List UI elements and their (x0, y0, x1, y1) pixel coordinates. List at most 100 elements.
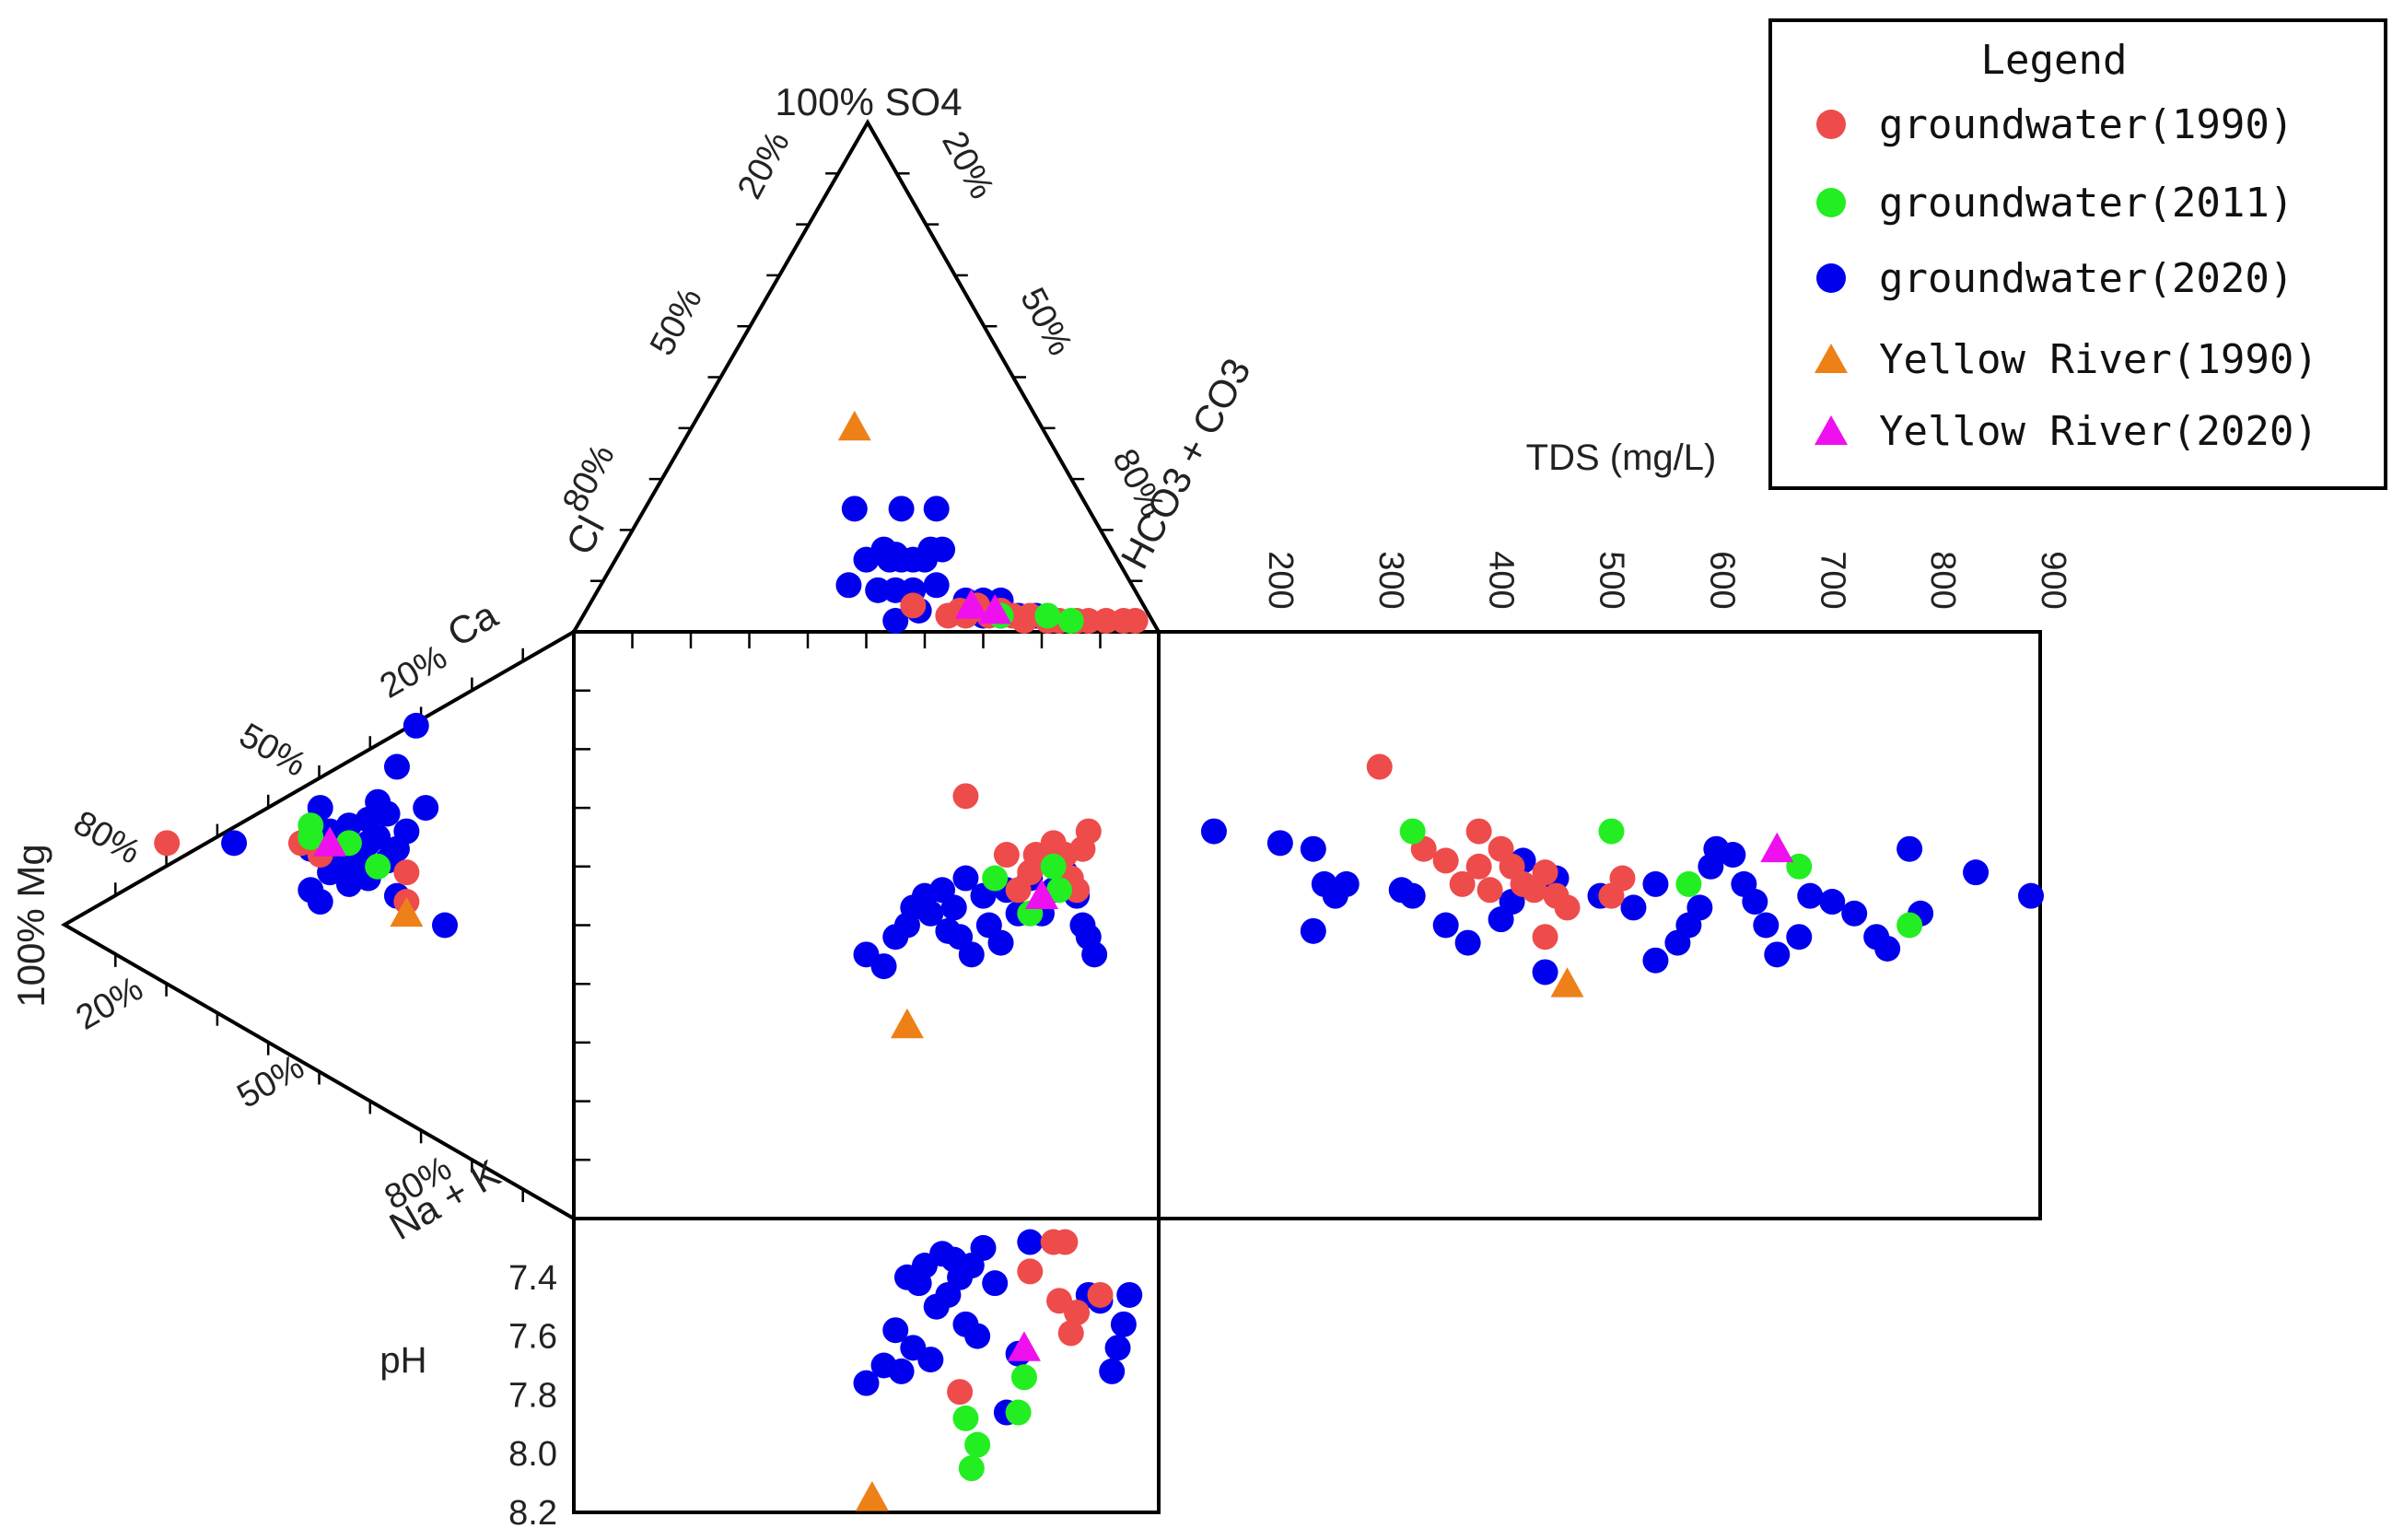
gw2020-marker (1841, 900, 1868, 927)
gw2020-marker (1686, 894, 1713, 921)
gw2020-marker (1454, 929, 1481, 956)
gw2020-marker (970, 1234, 997, 1261)
gw1990-marker (1554, 894, 1581, 921)
gw2011-marker (365, 853, 391, 880)
ph-tick-label: 7.4 (508, 1259, 557, 1298)
legend: Legend groundwater(1990) groundwater(2011)… (1768, 18, 2387, 490)
ph-frame (572, 1217, 1161, 1514)
tds-tick-label: 800 (1923, 551, 1962, 609)
gw2020-marker (958, 941, 985, 968)
gw1990-marker (1609, 865, 1636, 892)
yr2020-marker (1007, 1331, 1041, 1361)
so4-apex-label: 100% SO4 (775, 80, 962, 123)
yr2020-marker (1760, 832, 1794, 863)
gw2020-marker (1532, 959, 1558, 986)
gw2011-marker (964, 1431, 991, 1458)
gw2020-marker (982, 1270, 1009, 1297)
gw2020-marker (413, 795, 439, 822)
yr2020-marker (1025, 879, 1058, 910)
gw2020-marker (1081, 941, 1108, 968)
legend-marker-yr2020 (1815, 415, 1848, 445)
gw2011-marker (1675, 870, 1702, 897)
gw2020-marker (1797, 882, 1824, 909)
gw1990-marker (1476, 877, 1503, 904)
cation-upper-tick-label: 50% (233, 716, 313, 784)
gw2020-marker (383, 753, 410, 780)
gw2020-marker (1896, 835, 1923, 862)
legend-label-yr1990: Yellow River(1990) (1879, 336, 2318, 383)
gw2020-marker (1017, 1229, 1044, 1255)
gw2020-marker (1963, 859, 1990, 886)
gw1990-marker (1122, 608, 1149, 634)
data-points (154, 410, 2044, 1511)
gw2020-marker (1116, 1281, 1143, 1308)
legend-box (1768, 18, 2387, 490)
gw2020-marker (307, 889, 333, 916)
gw2020-marker (432, 912, 458, 939)
gw2020-marker (888, 1358, 915, 1384)
gw2020-marker (221, 830, 248, 857)
gw2020-marker (1786, 924, 1813, 951)
gw2020-marker (403, 712, 429, 739)
gw2020-marker (1874, 935, 1901, 962)
gw2020-marker (1720, 842, 1746, 869)
ph-tick-label: 7.6 (508, 1318, 557, 1357)
yr2020-marker (313, 826, 347, 857)
legend-label-gw2011: groundwater(2011) (1879, 180, 2293, 227)
gw2011-marker (1034, 602, 1061, 629)
gw2011-marker (958, 1455, 985, 1482)
gw2011-marker (1399, 818, 1426, 845)
tds-tick-label: 400 (1482, 551, 1521, 609)
gw2020-marker (923, 496, 950, 522)
anion-left-tick-label: 20% (730, 125, 798, 205)
tick-marks (114, 172, 1143, 1203)
gw1990-marker (1052, 1229, 1079, 1255)
gw2011-marker (982, 865, 1009, 892)
ph-axis-label: pH (379, 1340, 426, 1381)
gw2011-marker (1040, 853, 1067, 880)
gw2020-marker (964, 1323, 991, 1349)
gw2020-marker (1300, 917, 1326, 944)
anion-left-tick-label: 50% (643, 282, 710, 362)
gw2011-marker (1896, 912, 1923, 939)
gw2020-marker (841, 496, 868, 522)
cation-upper-tick-label: 80% (67, 803, 147, 871)
yr1990-marker (1550, 967, 1584, 998)
legend-marker-gw1990 (1816, 110, 1846, 139)
gw1990-marker (1064, 1300, 1091, 1326)
gw1990-marker (154, 830, 181, 857)
gw2020-marker (870, 953, 897, 980)
legend-marker-gw2020 (1816, 263, 1846, 293)
gw2020-marker (1432, 912, 1459, 939)
gw2020-marker (929, 536, 956, 563)
gw2020-marker (940, 894, 967, 921)
gw2020-marker (888, 496, 915, 522)
yr2020-marker (978, 593, 1012, 624)
gw1990-marker (1366, 753, 1393, 780)
anion-right-tick-label: 50% (1012, 282, 1079, 362)
gw1990-marker (1532, 859, 1558, 886)
cation-triangle (60, 628, 576, 1222)
gw2020-marker (1333, 870, 1360, 897)
yr1990-marker (390, 896, 424, 928)
tds-axis-label: TDS (mg/L) (1526, 438, 1717, 478)
gw2020-marker (1642, 947, 1669, 974)
gw2020-marker (1200, 818, 1227, 845)
gw1990-marker (952, 783, 979, 810)
legend-marker-yr1990 (1815, 344, 1848, 373)
tds-tick-label: 700 (1813, 551, 1851, 609)
gw2020-marker (882, 608, 909, 634)
gw2020-marker (917, 900, 944, 927)
gw2020-marker (2018, 882, 2044, 909)
legend-label-gw1990: groundwater(1990) (1879, 101, 2293, 148)
gw2020-marker (1300, 835, 1326, 862)
gw2020-marker (1099, 1358, 1126, 1384)
gw1990-marker (993, 842, 1020, 869)
ca-label: Ca (440, 592, 506, 655)
gw2020-marker (1753, 912, 1780, 939)
tds-tick-label: 600 (1702, 551, 1741, 609)
gw1990-marker (1465, 853, 1492, 880)
gw1990-marker (1017, 1258, 1044, 1285)
gw2011-marker (1786, 853, 1813, 880)
